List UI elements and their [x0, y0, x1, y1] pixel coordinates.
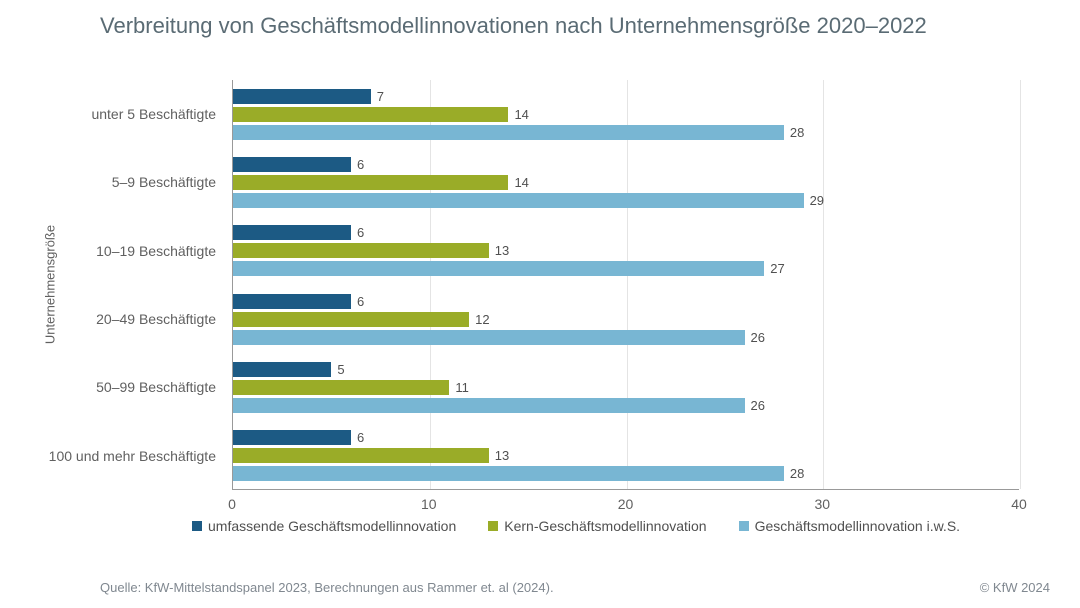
bar	[233, 380, 449, 395]
bar-value-label: 14	[514, 107, 528, 122]
bar-value-label: 6	[357, 294, 364, 309]
category-label: 20–49 Beschäftigte	[0, 285, 222, 353]
bar-value-label: 11	[455, 380, 469, 395]
bar	[233, 312, 469, 327]
category-label: 100 und mehr Beschäftigte	[0, 422, 222, 490]
bar-value-label: 6	[357, 157, 364, 172]
x-tick-label: 10	[421, 496, 437, 512]
bar	[233, 125, 784, 140]
bar	[233, 225, 351, 240]
legend-item: Geschäftsmodellinnovation i.w.S.	[739, 518, 960, 534]
legend-label: umfassende Geschäftsmodellinnovation	[208, 518, 456, 534]
category-label: 50–99 Beschäftigte	[0, 353, 222, 421]
x-tick-label: 40	[1011, 496, 1027, 512]
bar	[233, 330, 745, 345]
bar-value-label: 5	[337, 362, 344, 377]
bar	[233, 243, 489, 258]
bar	[233, 157, 351, 172]
category-label: 5–9 Beschäftigte	[0, 148, 222, 216]
bar	[233, 261, 764, 276]
x-tick-label: 20	[618, 496, 634, 512]
legend-item: umfassende Geschäftsmodellinnovation	[192, 518, 456, 534]
legend-swatch	[192, 521, 202, 531]
plot-area: 7 14 28 6 14 29 6 13 27 6 12 26 5 11 26 6 13 28	[232, 80, 1019, 490]
source-text: Quelle: KfW-Mittelstandspanel 2023, Bere…	[100, 580, 554, 595]
legend: umfassende Geschäftsmodellinnovation Kern…	[192, 518, 1019, 534]
bar	[233, 107, 508, 122]
bar	[233, 175, 508, 190]
bar-value-label: 7	[377, 89, 384, 104]
bar-value-label: 26	[751, 398, 765, 413]
x-gridline	[430, 80, 431, 489]
bar	[233, 294, 351, 309]
legend-label: Kern-Geschäftsmodellinnovation	[504, 518, 706, 534]
legend-swatch	[488, 521, 498, 531]
copyright-text: © KfW 2024	[980, 580, 1050, 595]
x-gridline	[823, 80, 824, 489]
bar	[233, 398, 745, 413]
bar-value-label: 12	[475, 312, 489, 327]
bar	[233, 193, 804, 208]
legend-item: Kern-Geschäftsmodellinnovation	[488, 518, 706, 534]
x-tick-label: 0	[228, 496, 236, 512]
bar	[233, 430, 351, 445]
bar	[233, 89, 371, 104]
bar-value-label: 28	[790, 466, 804, 481]
x-gridline	[627, 80, 628, 489]
chart-title: Verbreitung von Geschäftsmodellinnovatio…	[100, 12, 1040, 40]
bar-value-label: 26	[751, 330, 765, 345]
bar-value-label: 29	[810, 193, 824, 208]
bar-value-label: 6	[357, 430, 364, 445]
x-tick-label: 30	[814, 496, 830, 512]
x-gridline	[1020, 80, 1021, 489]
bar-value-label: 13	[495, 243, 509, 258]
bar-value-label: 6	[357, 225, 364, 240]
bar	[233, 448, 489, 463]
category-label: unter 5 Beschäftigte	[0, 80, 222, 148]
legend-swatch	[739, 521, 749, 531]
category-label: 10–19 Beschäftigte	[0, 217, 222, 285]
bar-value-label: 13	[495, 448, 509, 463]
bar	[233, 466, 784, 481]
bar-value-label: 28	[790, 125, 804, 140]
legend-label: Geschäftsmodellinnovation i.w.S.	[755, 518, 960, 534]
bar-value-label: 14	[514, 175, 528, 190]
bar-value-label: 27	[770, 261, 784, 276]
bar	[233, 362, 331, 377]
